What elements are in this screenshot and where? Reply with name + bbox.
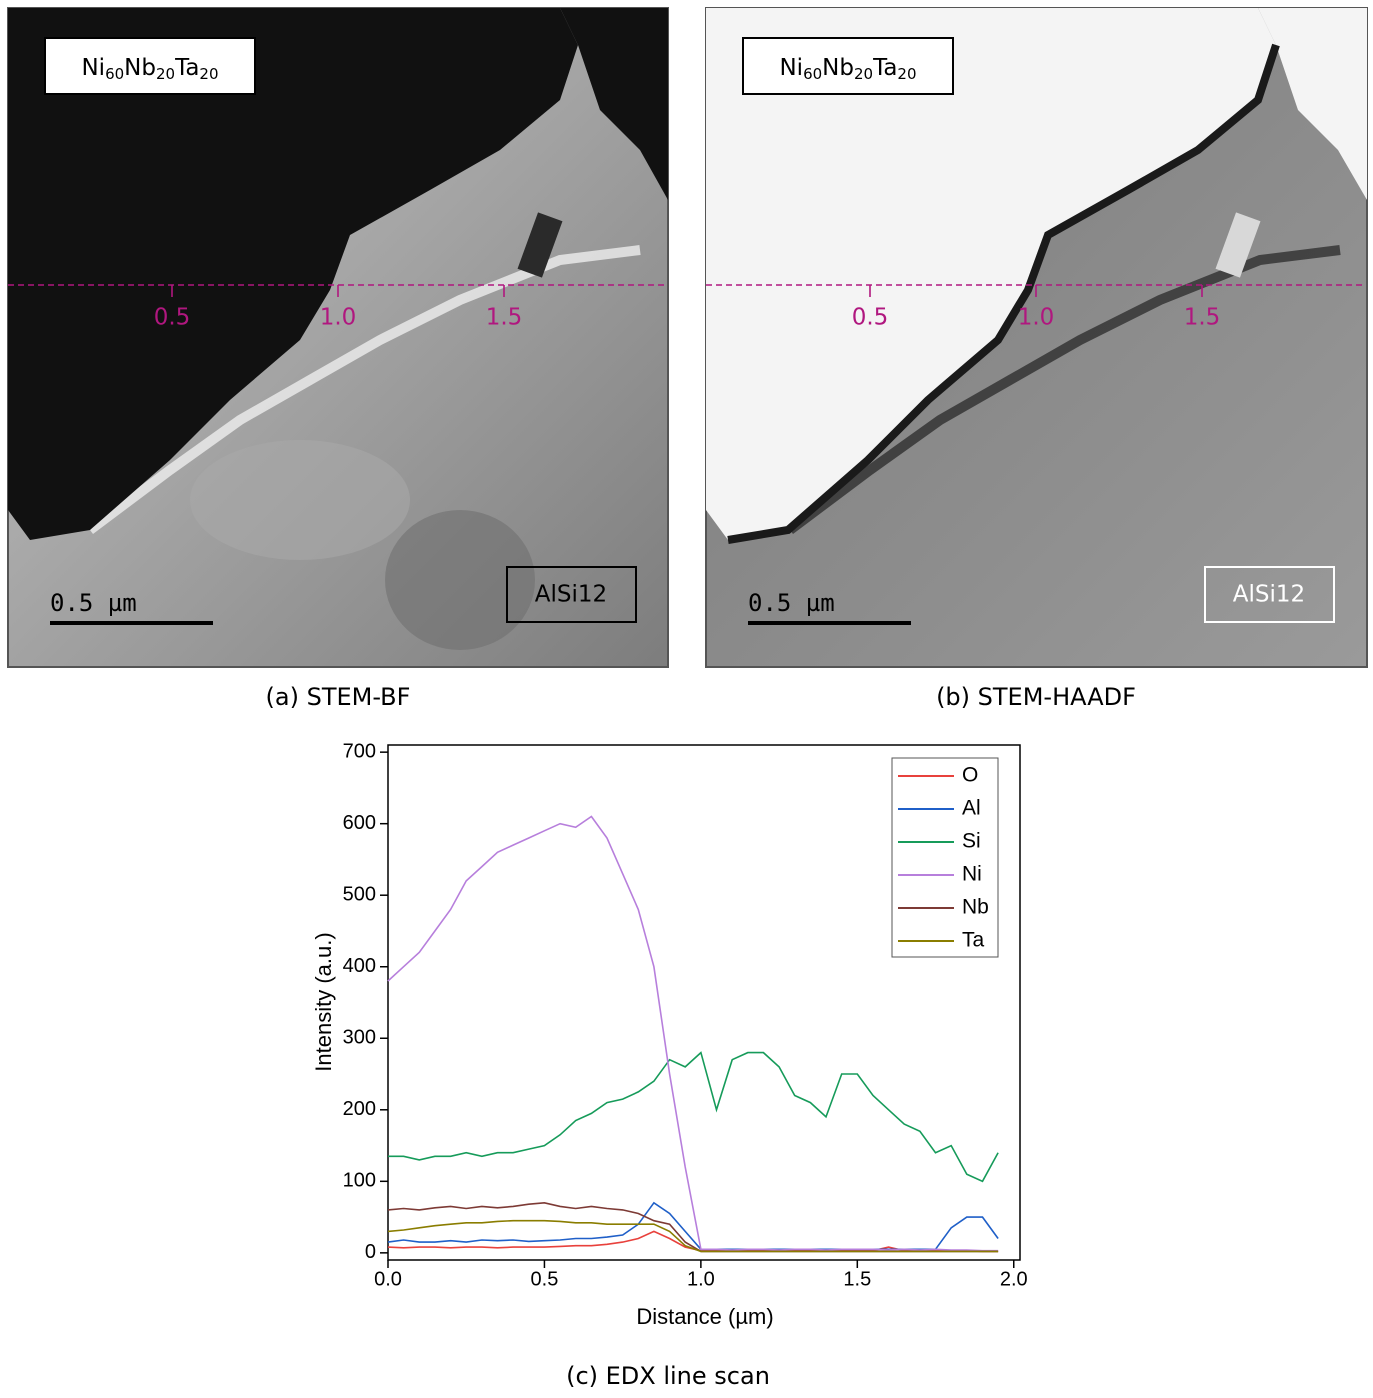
caption: (c) EDX line scan: [566, 1362, 770, 1390]
element-subscript: 20: [854, 65, 873, 83]
element-subscript: 20: [897, 65, 916, 83]
micrograph-bf: [8, 8, 668, 667]
element-subscript: 60: [803, 65, 822, 83]
y-tick-label: 500: [343, 883, 376, 905]
y-tick-label: 0: [365, 1241, 376, 1263]
x-tick-label: 1.0: [687, 1268, 715, 1290]
element-subscript: 20: [199, 65, 218, 83]
scan-tick-label: 0.5: [154, 305, 191, 331]
legend-box: [892, 758, 998, 957]
composition-label: Ni60​Nb20​Ta20​: [779, 55, 916, 83]
legend-label: Ni: [962, 863, 982, 886]
composition-label: Ni60​Nb20​Ta20​: [81, 55, 218, 83]
legend-label: Si: [962, 830, 981, 853]
element-subscript: 60: [105, 65, 124, 83]
scan-tick-label: 1.5: [486, 305, 523, 331]
legend-label: Al: [962, 797, 981, 820]
y-tick-label: 700: [343, 740, 376, 762]
x-tick-label: 1.5: [843, 1268, 871, 1290]
element-symbol: Ni: [81, 55, 105, 81]
figure: (c) EDX line scan Distance (µm) Intensit…: [0, 0, 1373, 1394]
y-tick-label: 100: [343, 1170, 376, 1192]
series-line: [388, 1053, 998, 1182]
scan-tick-label: 1.0: [1018, 305, 1055, 331]
legend-label: Nb: [962, 896, 989, 919]
micrograph-haadf: [706, 8, 1367, 667]
scale-bar-label: 0.5 µm: [748, 589, 835, 617]
element-symbol: Ta: [174, 55, 199, 81]
element-symbol: Ni: [779, 55, 803, 81]
element-symbol: Ta: [872, 55, 897, 81]
x-tick-label: 2.0: [1000, 1268, 1028, 1290]
x-tick-label: 0.0: [374, 1268, 402, 1290]
y-tick-label: 400: [343, 955, 376, 977]
y-axis-title: Intensity (a.u.): [311, 932, 336, 1071]
panel-caption: (a) STEM-BF: [266, 683, 411, 711]
x-axis-title: Distance (µm): [636, 1304, 773, 1329]
element-symbol: Nb: [822, 55, 854, 81]
scan-tick-label: 0.5: [852, 305, 889, 331]
substrate-label: AlSi12: [535, 582, 607, 608]
y-tick-label: 200: [343, 1098, 376, 1120]
substrate-label: AlSi12: [1233, 582, 1305, 608]
panel-caption: (b) STEM-HAADF: [936, 683, 1136, 711]
y-tick-label: 300: [343, 1027, 376, 1049]
y-tick-label: 600: [343, 812, 376, 834]
element-subscript: 20: [156, 65, 175, 83]
x-tick-label: 0.5: [531, 1268, 559, 1290]
legend-label: Ta: [962, 929, 985, 952]
scan-tick-label: 1.5: [1184, 305, 1221, 331]
scan-tick-label: 1.0: [320, 305, 357, 331]
element-symbol: Nb: [124, 55, 156, 81]
scale-bar-label: 0.5 µm: [50, 589, 137, 617]
legend-label: O: [962, 764, 978, 787]
